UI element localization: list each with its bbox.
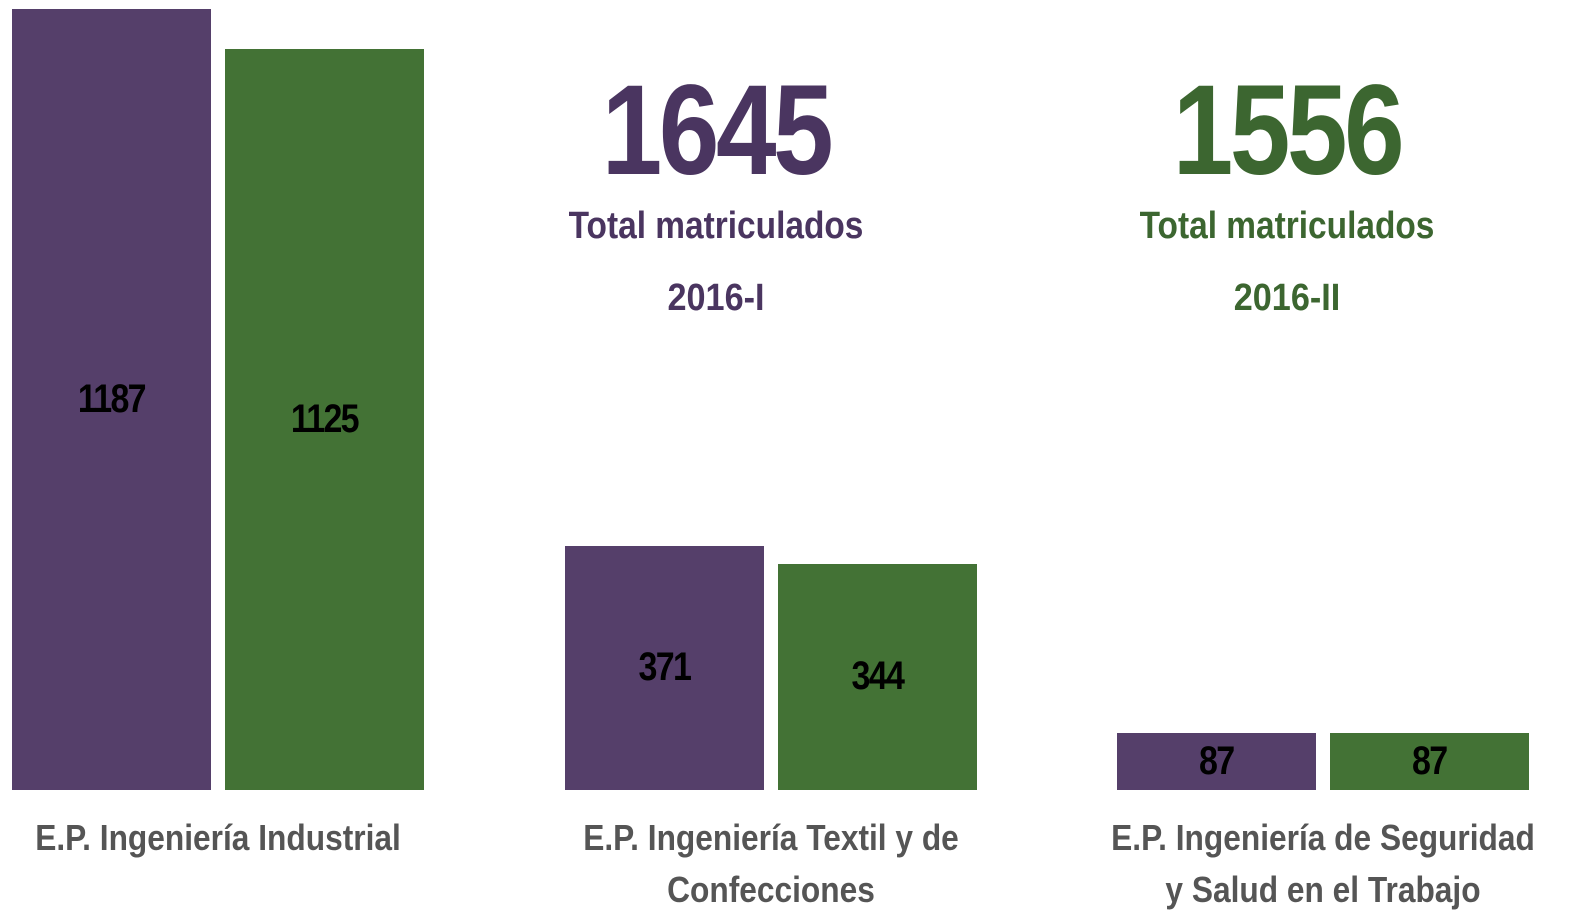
category-label: E.P. Ingeniería Textil y de Confecciones bbox=[582, 817, 959, 910]
series-name: 2016-I bbox=[667, 277, 765, 319]
value-label: 344 bbox=[851, 654, 904, 699]
total-label: Total matriculados bbox=[568, 205, 864, 247]
bar: 371 bbox=[564, 545, 764, 790]
value-label: 87 bbox=[1199, 738, 1235, 783]
bar: 344 bbox=[777, 563, 977, 790]
category-label: E.P. Ingeniería Industrial bbox=[35, 817, 401, 858]
bar: 87 bbox=[1117, 732, 1316, 790]
total-number: 1556 bbox=[1172, 59, 1405, 202]
category-label: E.P. Ingeniería de Seguridad y Salud en … bbox=[1111, 817, 1535, 910]
total-number: 1645 bbox=[601, 59, 834, 202]
bar: 87 bbox=[1330, 732, 1529, 790]
value-label: 1187 bbox=[78, 376, 147, 421]
total-label: Total matriculados bbox=[1139, 205, 1435, 247]
total-block: 1556 Total matriculados 2016-II bbox=[1037, 66, 1537, 340]
value-label: 1125 bbox=[291, 397, 360, 442]
bar: 1125 bbox=[225, 49, 424, 790]
series-name: 2016-II bbox=[1233, 277, 1341, 319]
bar: 1187 bbox=[12, 8, 211, 790]
total-block: 1645 Total matriculados 2016-I bbox=[466, 66, 966, 340]
value-label: 87 bbox=[1412, 738, 1448, 783]
value-label: 371 bbox=[638, 645, 691, 690]
